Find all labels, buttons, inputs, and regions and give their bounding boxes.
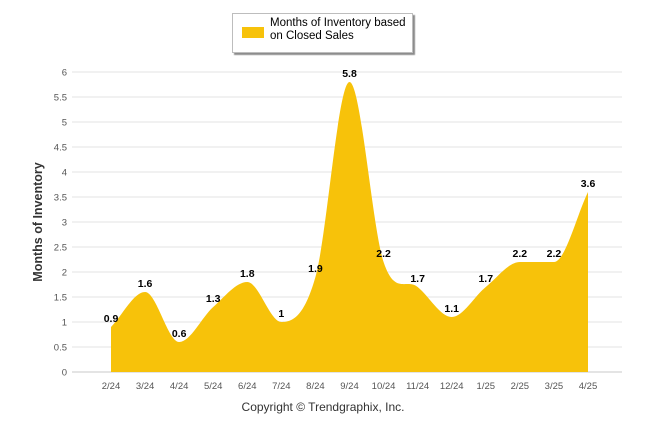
x-tick-label: 3/25	[545, 381, 564, 392]
data-label: 3.6	[581, 178, 596, 190]
x-tick-label: 6/24	[238, 381, 257, 392]
data-label: 1.3	[206, 293, 221, 305]
x-tick-label: 4/25	[579, 381, 598, 392]
y-tick-label: 3	[62, 218, 67, 229]
y-tick-label: 1.5	[54, 293, 67, 304]
x-tick-label: 1/25	[477, 381, 496, 392]
legend-label: Months of Inventory based on Closed Sale…	[270, 17, 406, 42]
copyright-text: Copyright © Trendgraphix, Inc.	[241, 400, 405, 414]
data-label: 5.8	[342, 68, 357, 80]
y-tick-label: 4.5	[54, 143, 67, 154]
y-tick-labels: 0 0.5 1 1.5 2 2.5 3 3.5 4 4.5 5 5.5 6	[54, 68, 67, 379]
y-tick-label: 4	[62, 168, 67, 179]
data-label: 0.9	[104, 313, 119, 325]
data-label: 1.9	[308, 263, 323, 275]
legend-swatch	[242, 27, 264, 38]
y-tick-label: 1	[62, 318, 67, 329]
data-label: 1.7	[478, 273, 493, 285]
legend: Months of Inventory based on Closed Sale…	[232, 13, 413, 53]
x-tick-label: 2/25	[511, 381, 530, 392]
data-label: 1.7	[410, 273, 425, 285]
inventory-area	[111, 82, 588, 372]
data-label: 0.6	[172, 328, 187, 340]
x-tick-labels: 2/24 3/24 4/24 5/24 6/24 7/24 8/24 9/24 10/24 11/…	[102, 381, 598, 392]
x-tick-label: 11/24	[406, 381, 429, 392]
y-tick-label: 2.5	[54, 243, 67, 254]
x-tick-label: 12/24	[440, 381, 464, 392]
data-label: 1.6	[138, 278, 153, 290]
data-label: 2.2	[376, 248, 391, 260]
x-tick-label: 8/24	[306, 381, 325, 392]
x-tick-label: 9/24	[340, 381, 359, 392]
y-tick-label: 6	[62, 68, 67, 79]
data-label: 2.2	[513, 248, 528, 260]
y-tick-label: 5.5	[54, 93, 67, 104]
y-tick-label: 0.5	[54, 343, 67, 354]
data-label: 2.2	[547, 248, 562, 260]
y-axis-title: Months of Inventory	[31, 162, 45, 281]
y-tick-label: 0	[62, 368, 67, 379]
y-tick-label: 2	[62, 268, 67, 279]
data-label: 1	[278, 308, 284, 320]
x-tick-label: 3/24	[136, 381, 155, 392]
x-tick-label: 2/24	[102, 381, 121, 392]
x-tick-label: 5/24	[204, 381, 223, 392]
y-tick-label: 3.5	[54, 193, 67, 204]
x-tick-label: 10/24	[372, 381, 396, 392]
x-tick-label: 4/24	[170, 381, 189, 392]
data-label: 1.8	[240, 268, 255, 280]
y-tick-label: 5	[62, 118, 67, 129]
data-labels: 0.9 1.6 0.6 1.3 1.8 1 1.9 5.8 2.2 1.7 1.1 1.7 2.2 2.2…	[104, 68, 596, 340]
data-label: 1.1	[444, 303, 459, 315]
x-tick-label: 7/24	[272, 381, 291, 392]
